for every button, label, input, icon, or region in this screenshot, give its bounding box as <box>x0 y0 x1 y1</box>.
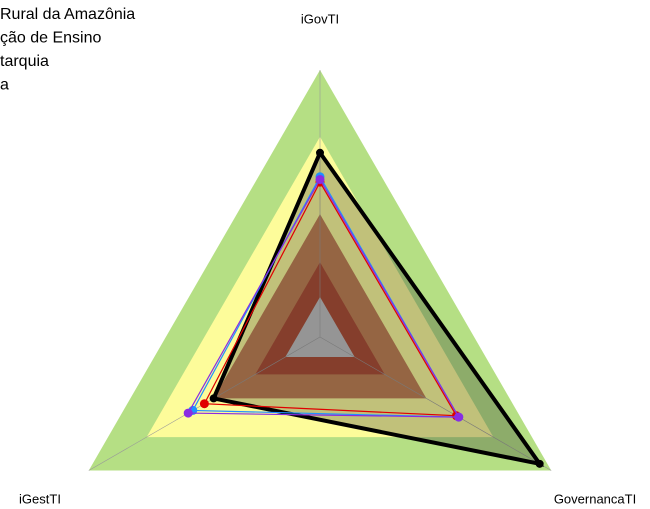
series-area <box>203 180 458 417</box>
labels-layer: iGovTI GovernancaTI iGestTI Rural da Amazôn… <box>0 6 636 506</box>
series-point <box>209 394 218 403</box>
series-point <box>199 399 209 409</box>
series-point <box>316 148 324 157</box>
series-layer <box>183 148 545 468</box>
series-point <box>535 459 544 468</box>
series-point <box>183 408 193 418</box>
axis-label: GovernancaTI <box>554 491 636 506</box>
legend-entry: Rural da Amazônia <box>0 6 135 23</box>
background-levels <box>88 70 552 471</box>
axis-label: iGestTI <box>19 491 61 506</box>
series-point <box>315 174 325 184</box>
axis-line <box>319 336 552 471</box>
series-area <box>187 178 460 418</box>
legend-entry: ção de Ensino <box>0 30 102 47</box>
axis-label: iGovTI <box>301 11 339 26</box>
series-area <box>191 175 460 418</box>
legend-entry: a <box>0 77 9 94</box>
legend-entry: tarquia <box>0 53 49 70</box>
series-point <box>454 412 464 422</box>
